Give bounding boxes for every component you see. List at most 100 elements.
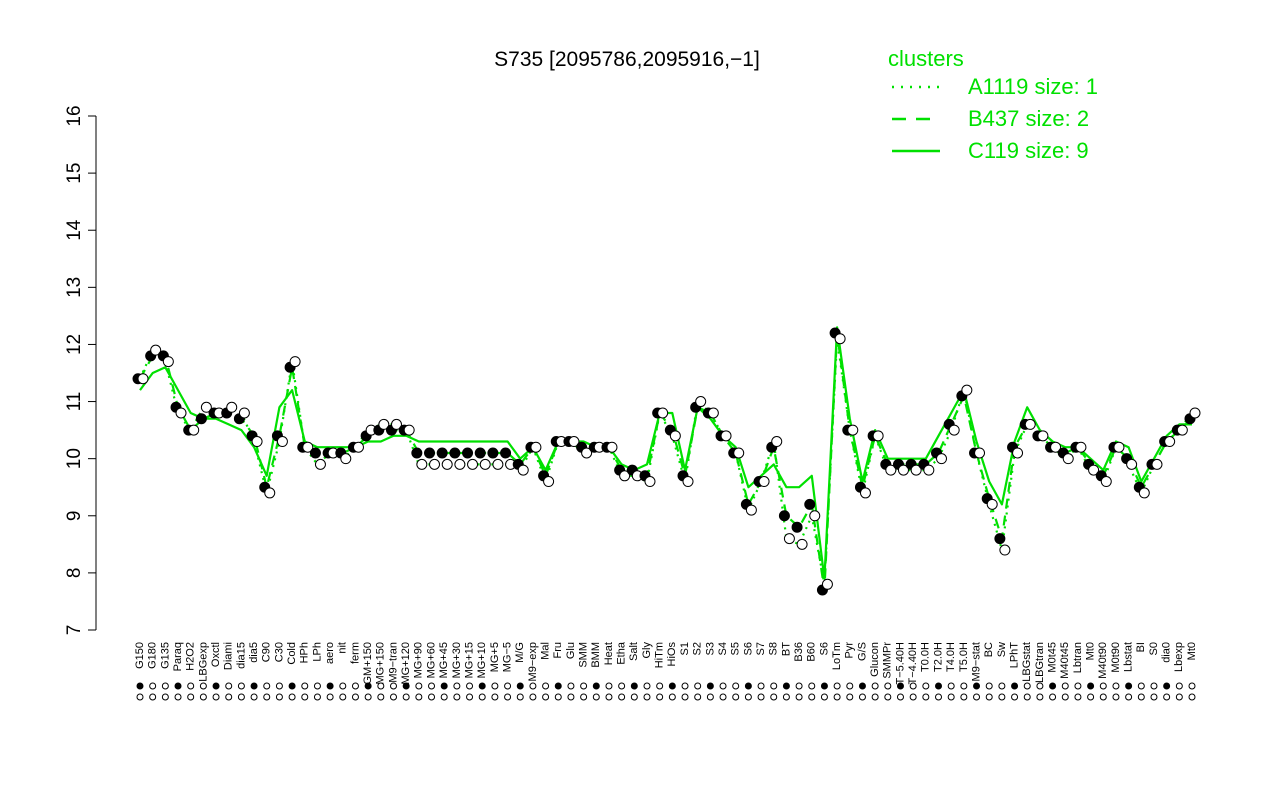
x-tick-label: Glu [565, 642, 577, 659]
point-open [695, 396, 707, 408]
point-open [390, 418, 402, 430]
point-open [999, 544, 1011, 556]
point-filled [424, 447, 436, 459]
point-open [1024, 418, 1036, 430]
x-tick-label: BI [1135, 642, 1147, 652]
x-marker [491, 693, 499, 701]
x-marker [428, 682, 436, 690]
x-tick-label: S6 [742, 642, 754, 655]
legend: clusters A1119 size: 1 B437 size: 2 C119 s… [888, 46, 1098, 163]
x-marker [377, 693, 385, 701]
x-marker [1175, 682, 1183, 690]
x-marker [389, 693, 397, 701]
point-open [150, 344, 162, 356]
x-marker [339, 693, 347, 701]
x-marker [580, 693, 588, 701]
x-tick-label: T−4.40H [907, 642, 919, 685]
point-open [847, 424, 859, 436]
x-tick-label: Gly [641, 642, 653, 659]
x-marker [643, 693, 651, 701]
x-tick-label: M40t90 [1097, 642, 1109, 679]
point-open [226, 401, 238, 413]
x-marker [909, 693, 917, 701]
point-open [403, 424, 415, 436]
x-tick-label: BMM [590, 642, 602, 668]
point-open [416, 458, 428, 470]
x-marker [757, 693, 765, 701]
x-tick-label: MG+30 [451, 642, 463, 678]
x-tick-label: S1 [679, 642, 691, 655]
x-tick-label: Paraq [172, 642, 184, 671]
x-marker [554, 682, 562, 690]
x-marker [263, 682, 271, 690]
x-marker [871, 693, 879, 701]
x-marker [1011, 693, 1019, 701]
x-marker [275, 682, 283, 690]
x-marker [453, 682, 461, 690]
x-marker [466, 693, 474, 701]
x-tick-label: M0t45 [1046, 642, 1058, 673]
point-open [897, 464, 909, 476]
y-tick-label: 13 [64, 277, 85, 298]
x-tick-label: Mal [539, 642, 551, 660]
x-marker [1036, 693, 1044, 701]
x-tick-label: LPh [311, 642, 323, 662]
point-open [936, 453, 948, 465]
point-filled [500, 447, 512, 459]
x-marker [706, 693, 714, 701]
point-open [581, 447, 593, 459]
point-open [568, 436, 580, 448]
x-axis: G150 G180 G135 Paraq H2O2 LBGexp Oxctl Diami dia… [134, 641, 1198, 701]
point-open [1012, 447, 1024, 459]
x-marker [846, 693, 854, 701]
x-marker [935, 682, 943, 690]
y-tick-label: 10 [64, 448, 85, 469]
x-marker [415, 682, 423, 690]
series-line-dashed [139, 331, 1193, 592]
x-marker [389, 682, 397, 690]
point-open [188, 424, 200, 436]
x-marker [1023, 682, 1031, 690]
x-marker [326, 693, 334, 701]
x-tick-label: LBGstat [1021, 642, 1033, 682]
x-marker [960, 682, 968, 690]
x-marker [136, 693, 144, 701]
x-marker [998, 693, 1006, 701]
x-marker [770, 682, 778, 690]
point-open [707, 407, 719, 419]
point-open [314, 458, 326, 470]
point-open [682, 476, 694, 488]
x-tick-label: LBGtran [1034, 642, 1046, 683]
x-tick-label: dia0 [1161, 642, 1173, 663]
legend-label: B437 size: 2 [968, 106, 1089, 131]
x-marker [567, 682, 575, 690]
x-tick-label: Mt0 [1085, 642, 1097, 660]
x-marker [668, 693, 676, 701]
x-marker [998, 682, 1006, 690]
point-open [492, 458, 504, 470]
x-tick-label: B36 [793, 642, 805, 662]
y-tick-label: 15 [64, 163, 85, 184]
point-open [872, 430, 884, 442]
x-marker [694, 682, 702, 690]
x-tick-label: Pyr [844, 642, 856, 659]
x-tick-label: dia15 [235, 642, 247, 669]
x-marker [263, 693, 271, 701]
x-tick-label: T−5.40H [894, 642, 906, 685]
x-tick-label: S8 [768, 642, 780, 655]
x-tick-label: G135 [159, 642, 171, 669]
x-tick-label: S5 [730, 642, 742, 655]
x-marker [630, 693, 638, 701]
point-open [606, 441, 618, 453]
point-open [276, 436, 288, 448]
x-marker [757, 682, 765, 690]
x-marker [846, 682, 854, 690]
x-marker [1061, 682, 1069, 690]
x-marker [250, 693, 258, 701]
x-marker [1061, 693, 1069, 701]
x-tick-label: S4 [717, 642, 729, 655]
x-marker [985, 682, 993, 690]
point-open [251, 436, 263, 448]
x-marker [1011, 682, 1019, 690]
x-marker [529, 682, 537, 690]
